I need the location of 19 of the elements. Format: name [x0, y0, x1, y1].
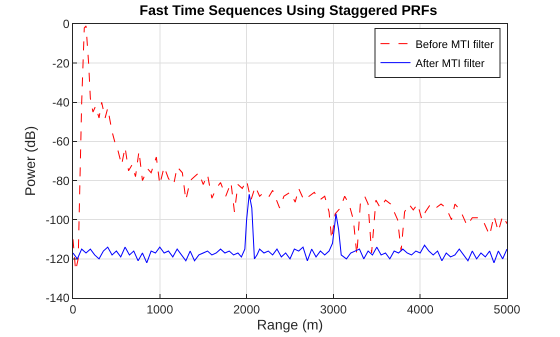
y-tick-label: -140 — [46, 291, 70, 306]
y-tick-label: 0 — [62, 17, 70, 32]
y-tick-label: -100 — [46, 212, 70, 227]
x-tick-label: 3000 — [320, 302, 348, 316]
y-tick-label: -20 — [52, 56, 70, 70]
y-tick-label: -120 — [46, 252, 70, 266]
x-tick-label: 4000 — [406, 302, 434, 316]
y-tick-label: -40 — [52, 95, 70, 110]
y-axis-title: Power (dB) — [22, 126, 38, 196]
chart-title: Fast Time Sequences Using Staggered PRFs — [140, 2, 438, 18]
x-tick-label: 5000 — [494, 302, 521, 316]
y-tick-label: -60 — [52, 134, 70, 149]
legend-label: After MTI filter — [415, 58, 485, 70]
x-tick-label: 1000 — [146, 302, 174, 316]
line-series — [73, 194, 507, 264]
y-tick-label: -80 — [52, 174, 70, 188]
legend-label: Before MTI filter — [415, 38, 494, 51]
x-tick-label: 2000 — [233, 302, 260, 316]
x-axis-title: Range (m) — [256, 316, 324, 333]
